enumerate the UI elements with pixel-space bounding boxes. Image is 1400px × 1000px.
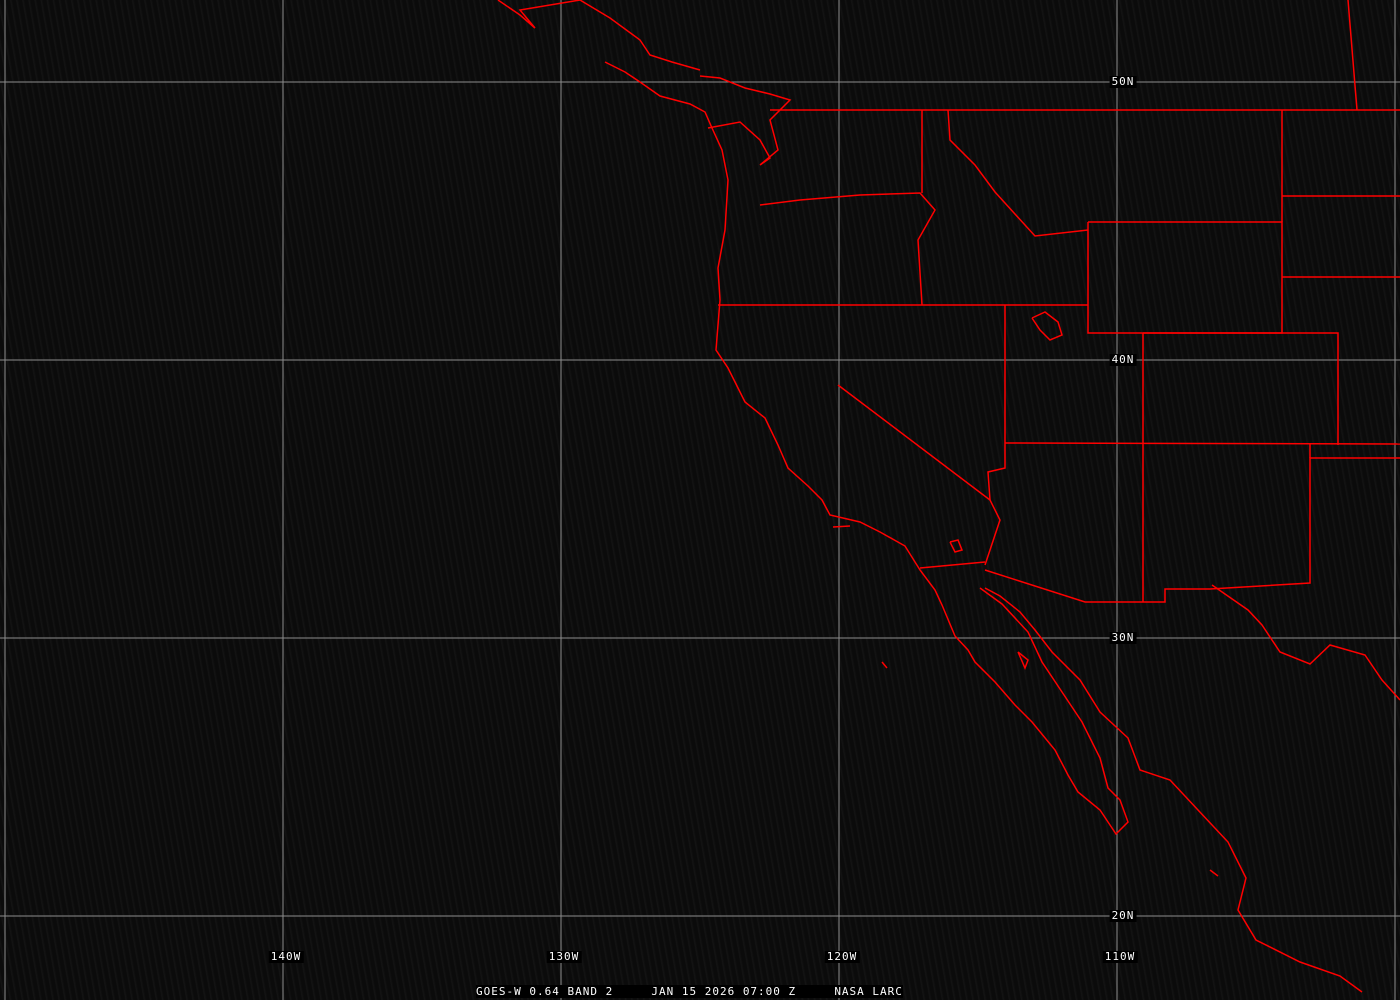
lon-label-140w: 140W — [268, 950, 304, 963]
coastline-salish-sea — [699, 75, 792, 166]
lat-label-50n: 50N — [1109, 75, 1137, 88]
border-canada-northeast — [1347, 0, 1358, 111]
border-utah-south — [1004, 442, 1400, 445]
border-ca-nv — [837, 384, 1001, 566]
border-id-mt — [947, 109, 1089, 237]
salton-sea — [949, 539, 964, 553]
image-caption: GOES-W 0.64 BAND 2 JAN 15 2026 07:00 Z N… — [476, 985, 903, 998]
coastline-mexico-gulf — [1211, 584, 1400, 701]
lon-label-120w: 120W — [824, 950, 860, 963]
lat-label-30n: 30N — [1109, 631, 1137, 644]
border-wa-or — [759, 192, 936, 306]
coastline-pacific — [604, 61, 1129, 836]
coastline-mexico-mainland — [984, 587, 1363, 993]
border-us-mexico-west — [919, 561, 986, 569]
island-guadalupe — [881, 661, 888, 669]
lon-label-110w: 110W — [1102, 950, 1138, 963]
border-nevada-east — [987, 305, 1006, 501]
caption-source: NASA LARC — [834, 985, 903, 998]
lat-label-40n: 40N — [1109, 353, 1137, 366]
caption-satellite: GOES-W 0.64 BAND 2 — [476, 985, 614, 998]
lon-label-130w: 130W — [546, 950, 582, 963]
gulf-islands — [1017, 651, 1029, 670]
coastline-bc — [497, 0, 701, 71]
political-borders — [497, 0, 1400, 993]
channel-islands — [832, 525, 851, 528]
great-salt-lake — [1031, 311, 1063, 341]
caption-datetime: JAN 15 2026 07:00 Z — [651, 985, 797, 998]
lat-label-20n: 20N — [1109, 909, 1137, 922]
island-revillagigedo — [1209, 869, 1219, 877]
border-arizona-south — [984, 457, 1400, 603]
border-colorado — [1143, 332, 1339, 445]
